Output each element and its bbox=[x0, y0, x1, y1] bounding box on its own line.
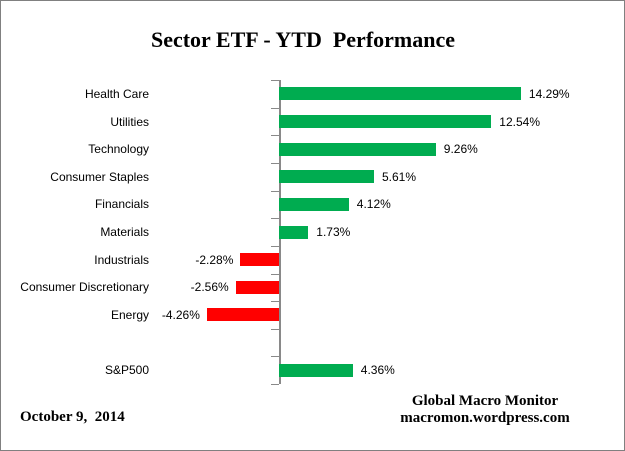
source-name: Global Macro Monitor bbox=[411, 393, 559, 409]
category-label: Health Care bbox=[84, 86, 149, 101]
category-label: Industrials bbox=[94, 252, 149, 267]
bar-energy bbox=[206, 308, 279, 322]
category-label: Consumer Discretionary bbox=[20, 280, 149, 295]
source-attribution: Global Macro Monitor macromon.wordpress.… bbox=[375, 393, 595, 427]
category-label: S&P500 bbox=[104, 363, 149, 378]
bar-utilities bbox=[279, 115, 492, 128]
value-label: 4.36% bbox=[360, 363, 395, 378]
bar-industrials bbox=[240, 253, 279, 267]
axis-tick bbox=[271, 218, 279, 220]
chart-title: Sector ETF - YTD Performance bbox=[150, 27, 456, 52]
value-label: 14.29% bbox=[528, 86, 570, 101]
value-label: 12.54% bbox=[499, 114, 540, 129]
axis-tick bbox=[271, 107, 279, 109]
bar-s-p500 bbox=[279, 363, 353, 377]
bar-health-care bbox=[279, 87, 521, 101]
chart-date: October 9, 2014 bbox=[20, 409, 125, 425]
value-label: 9.26% bbox=[443, 142, 478, 157]
axis-tick bbox=[271, 80, 279, 81]
axis-tick bbox=[271, 190, 279, 192]
axis-tick bbox=[271, 245, 279, 247]
category-label: Technology bbox=[88, 142, 149, 157]
bar-technology bbox=[279, 142, 436, 156]
value-label: 4.12% bbox=[356, 197, 391, 212]
source-url: macromon.wordpress.com bbox=[400, 410, 570, 426]
bar-financials bbox=[279, 197, 349, 211]
axis-tick bbox=[271, 301, 279, 303]
category-label: Energy bbox=[110, 307, 149, 322]
axis-tick bbox=[271, 384, 279, 385]
value-label: -4.26% bbox=[161, 307, 200, 322]
axis-tick bbox=[271, 135, 279, 137]
category-label: Materials bbox=[100, 225, 149, 239]
bar-consumer-staples bbox=[279, 170, 374, 184]
value-label: -2.56% bbox=[190, 280, 229, 295]
axis-tick bbox=[271, 356, 279, 358]
axis-tick bbox=[271, 273, 279, 275]
category-label: Consumer Staples bbox=[50, 169, 149, 184]
bar-consumer-discretionary bbox=[235, 280, 279, 294]
bar-materials bbox=[279, 225, 309, 239]
axis-tick bbox=[271, 162, 279, 164]
value-label: 1.73% bbox=[316, 225, 351, 239]
axis-tick bbox=[271, 328, 279, 330]
category-label: Financials bbox=[94, 197, 149, 212]
value-label: 5.61% bbox=[382, 169, 417, 184]
category-label: Utilities bbox=[110, 114, 149, 129]
value-label: -2.28% bbox=[195, 252, 234, 267]
